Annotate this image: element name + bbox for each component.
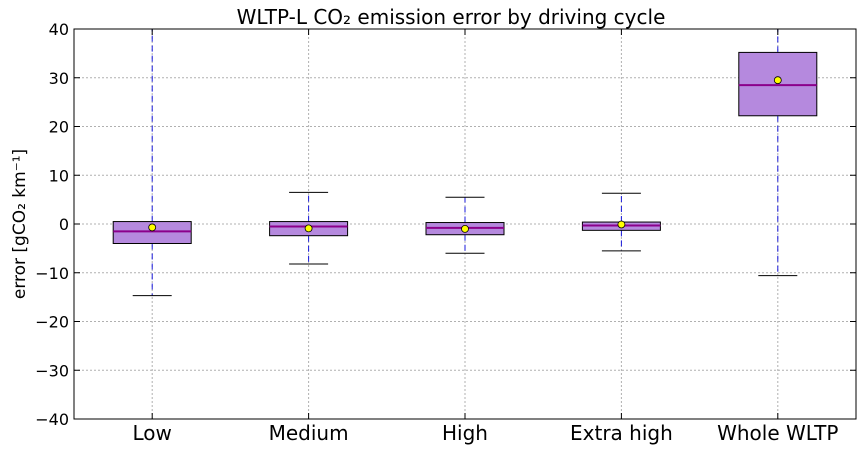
mean-marker	[617, 220, 626, 229]
x-category-label: Medium	[269, 421, 349, 445]
chart-title: WLTP-L CO₂ emission error by driving cyc…	[237, 5, 666, 29]
axes: −40 −30 −20 −10 0 10 20 30 40 Low Medium High Extra …	[35, 20, 856, 445]
x-category-label: Low	[133, 421, 172, 445]
y-tick-label: 10	[49, 166, 69, 185]
box-whole-wltp	[738, 28, 818, 277]
grid-lines	[74, 28, 856, 420]
x-category-label: Whole WLTP	[717, 421, 838, 445]
x-category-label: Extra high	[570, 421, 673, 445]
y-axis-label: error [gCO₂ km⁻¹]	[10, 149, 30, 299]
y-tick-label: −30	[35, 361, 69, 380]
y-tick-label: 0	[59, 215, 69, 234]
x-category-label: High	[442, 421, 488, 445]
box-high	[425, 196, 505, 254]
y-tick-label: −20	[35, 313, 69, 332]
y-tick-label: −40	[35, 410, 69, 429]
box-series	[112, 28, 818, 297]
box-extra-high	[581, 192, 661, 252]
y-tick-label: 20	[49, 118, 69, 137]
y-tick-label: 40	[49, 20, 69, 39]
mean-marker	[304, 224, 313, 233]
mean-marker	[773, 76, 782, 85]
mean-marker	[148, 223, 157, 232]
y-tick-label: −10	[35, 264, 69, 283]
box-medium	[269, 191, 349, 265]
iqr-box	[112, 221, 192, 244]
y-tick-label: 30	[49, 69, 69, 88]
mean-marker	[461, 224, 469, 233]
